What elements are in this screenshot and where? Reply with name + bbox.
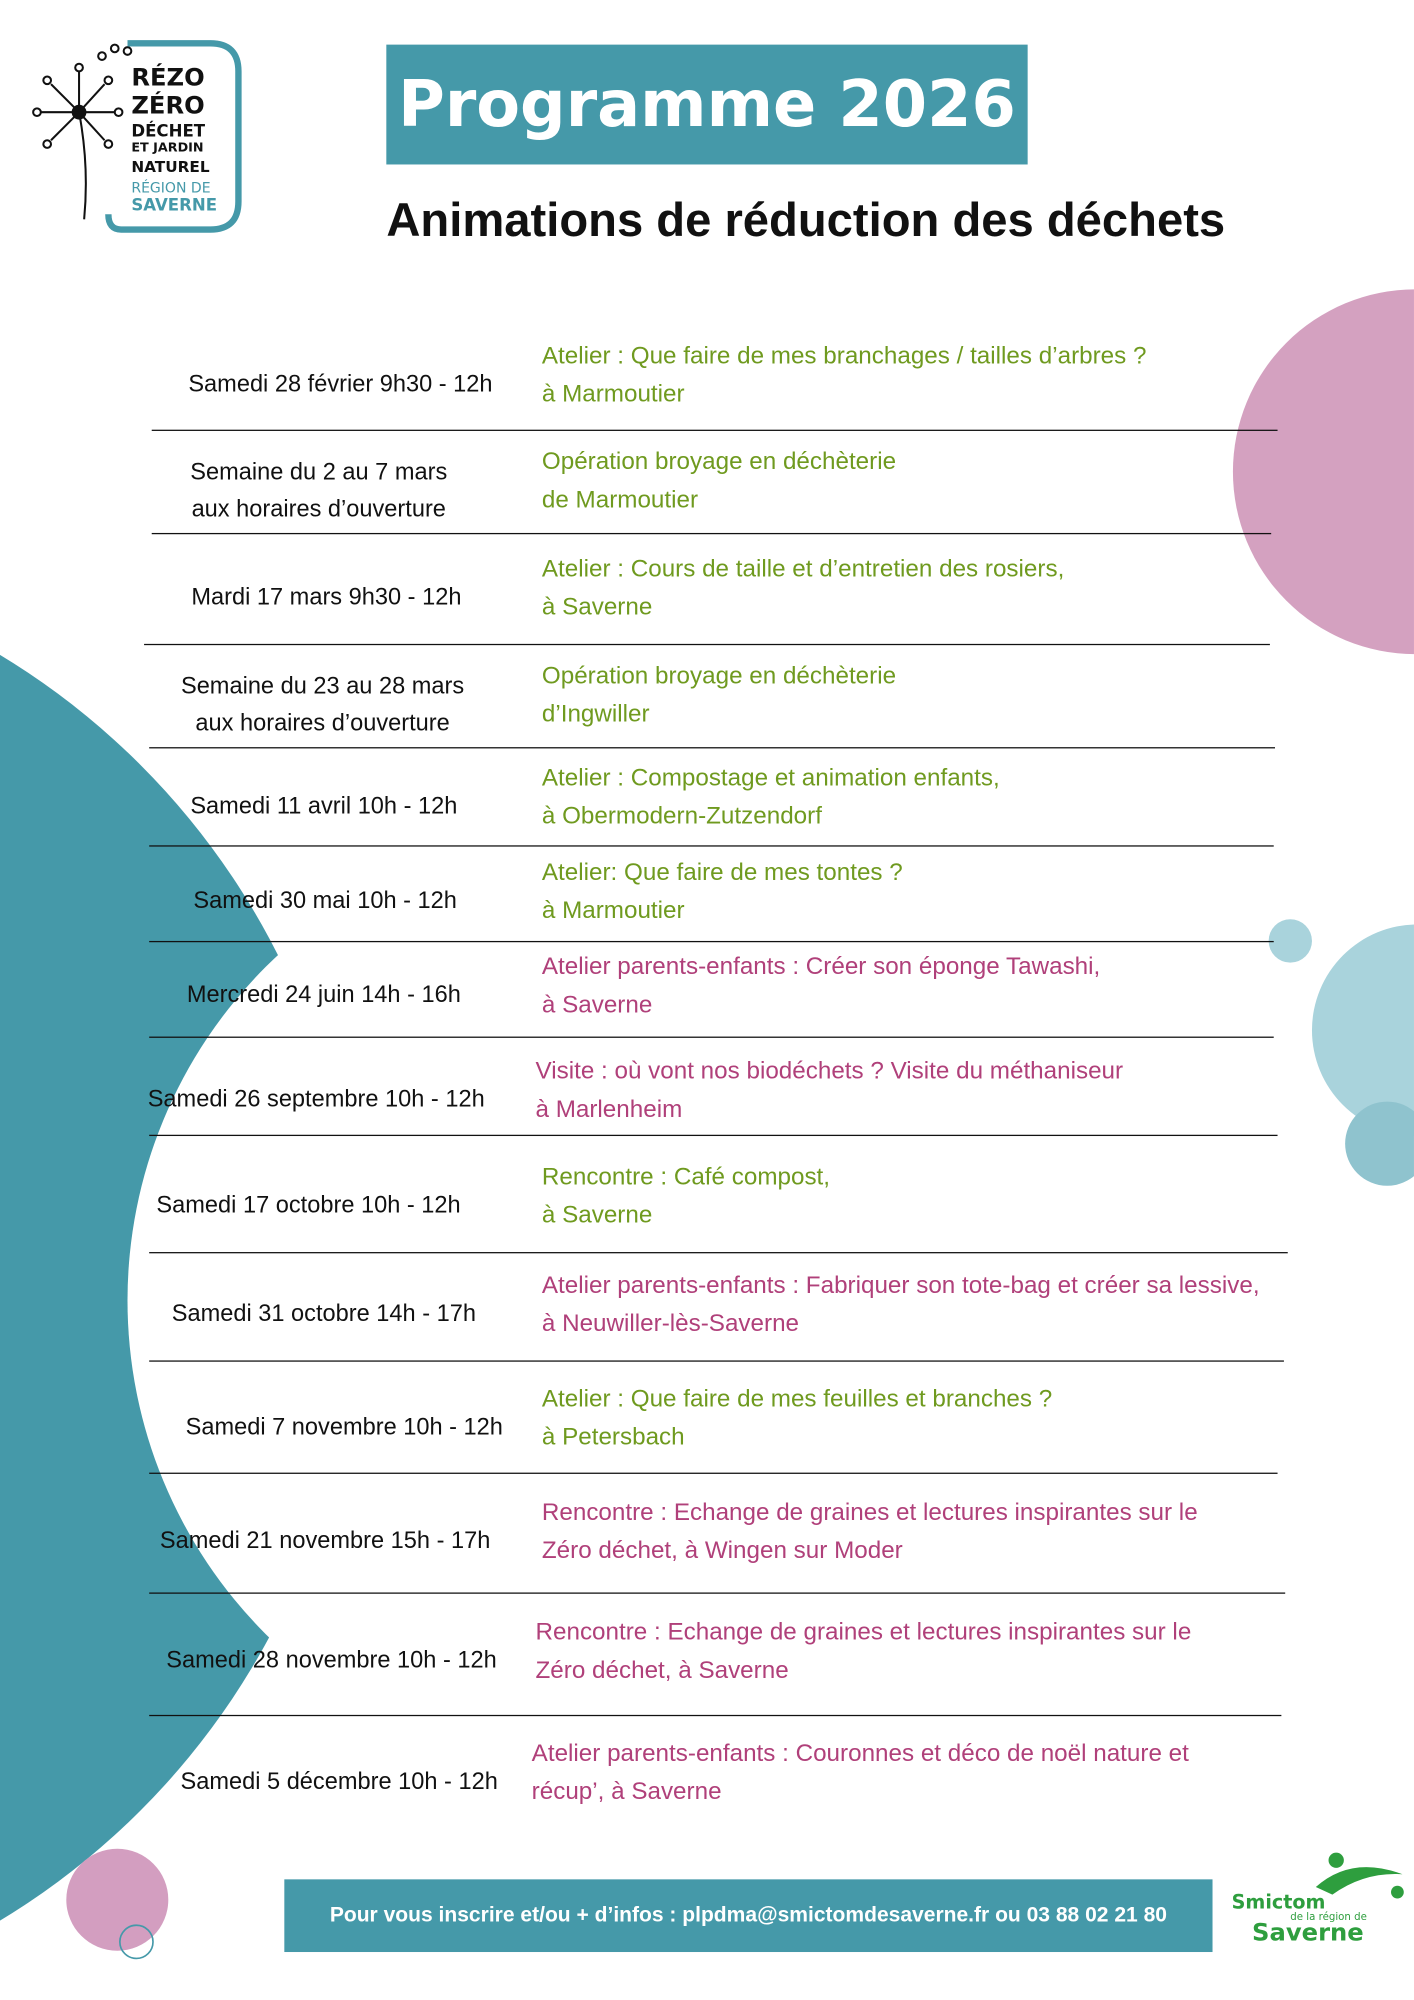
event-date: Samedi 28 novembre 10h - 12h xyxy=(166,1646,497,1673)
ring xyxy=(119,1924,154,1960)
event-date: Semaine du 23 au 28 mars xyxy=(180,671,465,699)
divider xyxy=(149,1134,1278,1137)
divider xyxy=(149,1036,1274,1039)
event-date: Samedi 11 avril 10h - 12h xyxy=(190,791,458,819)
event-date: Samedi 31 octobre 14h - 17h xyxy=(171,1299,476,1326)
event-description: Atelier: Que faire de mes tontes ? xyxy=(541,859,903,887)
event-description: Atelier : Que faire de mes feuilles et b… xyxy=(541,1385,1053,1413)
event-date: Mardi 17 mars 9h30 - 12h xyxy=(191,582,462,610)
event-description: à Obermodern-Zutzendorf xyxy=(541,803,822,831)
event-description: Zéro déchet, à Wingen sur Moder xyxy=(541,1537,903,1565)
event-description: Atelier parents-enfants : Couronnes et d… xyxy=(531,1740,1189,1768)
logo-text: RÉZO xyxy=(131,63,205,92)
event-description: Rencontre : Echange de graines et lectur… xyxy=(535,1619,1192,1647)
footer-contact: Pour vous inscrire et/ou + d’infos : plp… xyxy=(284,1879,1213,1953)
divider xyxy=(144,643,1270,646)
event-date: aux horaires d’ouverture xyxy=(195,708,450,736)
blue-circle-small xyxy=(1345,1101,1414,1186)
pink-circle-bottom xyxy=(66,1848,169,1951)
divider xyxy=(149,940,1274,943)
divider xyxy=(149,845,1274,847)
smictom-place: Saverne xyxy=(1252,1918,1364,1947)
event-description: Atelier : Cours de taille et d’entretien… xyxy=(541,555,1065,583)
event-description: d’Ingwiller xyxy=(541,701,650,729)
divider xyxy=(149,1252,1288,1254)
smictom-name: Smictom xyxy=(1231,1890,1326,1914)
event-description: Atelier parents-enfants : Créer son épon… xyxy=(541,953,1101,981)
event-date: Samedi 7 novembre 10h - 12h xyxy=(185,1412,503,1440)
divider xyxy=(149,747,1275,749)
event-description: Atelier parents-enfants : Fabriquer son … xyxy=(541,1272,1260,1300)
shape-cutout xyxy=(127,828,1071,1773)
event-date: Samedi 28 février 9h30 - 12h xyxy=(188,369,493,397)
event-description: récup’, à Saverne xyxy=(531,1778,722,1806)
event-date: Samedi 30 mai 10h - 12h xyxy=(193,886,457,913)
smictom-figure xyxy=(1315,1852,1404,1899)
divider xyxy=(149,1360,1284,1363)
title: Programme 2026 xyxy=(386,44,1028,165)
divider xyxy=(151,429,1278,432)
event-description: Zéro déchet, à Saverne xyxy=(535,1657,789,1685)
event-date: Samedi 5 décembre 10h - 12h xyxy=(180,1767,498,1794)
blue-circle xyxy=(1312,924,1414,1136)
event-description: de Marmoutier xyxy=(541,487,699,514)
event-description: à Marmoutier xyxy=(541,897,685,925)
subtitle: Animations de réduction des déchets xyxy=(386,193,1226,247)
event-description: Visite : où vont nos biodéchets ? Visite… xyxy=(535,1058,1124,1086)
event-description: à Marlenheim xyxy=(535,1096,683,1124)
event-description: Opération broyage en déchèterie xyxy=(541,663,897,690)
event-description: Atelier : Que faire de mes branchages / … xyxy=(541,342,1147,370)
divider xyxy=(149,1714,1282,1717)
logo-dandelion xyxy=(32,43,133,220)
event-date: aux horaires d’ouverture xyxy=(191,494,446,521)
event-date: Samedi 26 septembre 10h - 12h xyxy=(147,1085,485,1112)
event-description: à Petersbach xyxy=(541,1424,685,1451)
event-date: Samedi 21 novembre 15h - 17h xyxy=(159,1526,491,1553)
event-description: à Saverne xyxy=(541,594,653,621)
logo-text: NATUREL xyxy=(131,158,210,176)
event-date: Semaine du 2 au 7 mars xyxy=(190,457,448,484)
logo-text: SAVERNE xyxy=(131,196,218,216)
logo-text: DÉCHET xyxy=(131,122,206,142)
event-description: à Marmoutier xyxy=(541,381,685,408)
event-date: Samedi 17 octobre 10h - 12h xyxy=(156,1190,461,1218)
event-description: à Neuwiller-lès-Saverne xyxy=(541,1310,800,1338)
pink-circle xyxy=(1232,289,1414,655)
event-description: Opération broyage en déchèterie xyxy=(541,448,897,476)
blue-dot xyxy=(1268,919,1312,963)
event-description: à Saverne xyxy=(541,991,653,1019)
logo-text: ET JARDIN xyxy=(131,141,204,156)
smictom-sub: de la région de xyxy=(1290,1911,1367,1923)
divider xyxy=(151,532,1272,535)
event-description: Rencontre : Café compost, xyxy=(541,1164,831,1191)
event-date: Mercredi 24 juin 14h - 16h xyxy=(186,980,461,1008)
event-description: Rencontre : Echange de graines et lectur… xyxy=(541,1499,1198,1527)
divider xyxy=(149,1472,1278,1475)
logo-text: RÉGION DE xyxy=(131,179,211,197)
divider xyxy=(149,1592,1286,1595)
logo-frame xyxy=(105,40,242,233)
logo-text: ZÉRO xyxy=(131,91,205,120)
event-description: à Saverne xyxy=(541,1202,653,1230)
event-description: Atelier : Compostage et animation enfant… xyxy=(541,765,1000,792)
